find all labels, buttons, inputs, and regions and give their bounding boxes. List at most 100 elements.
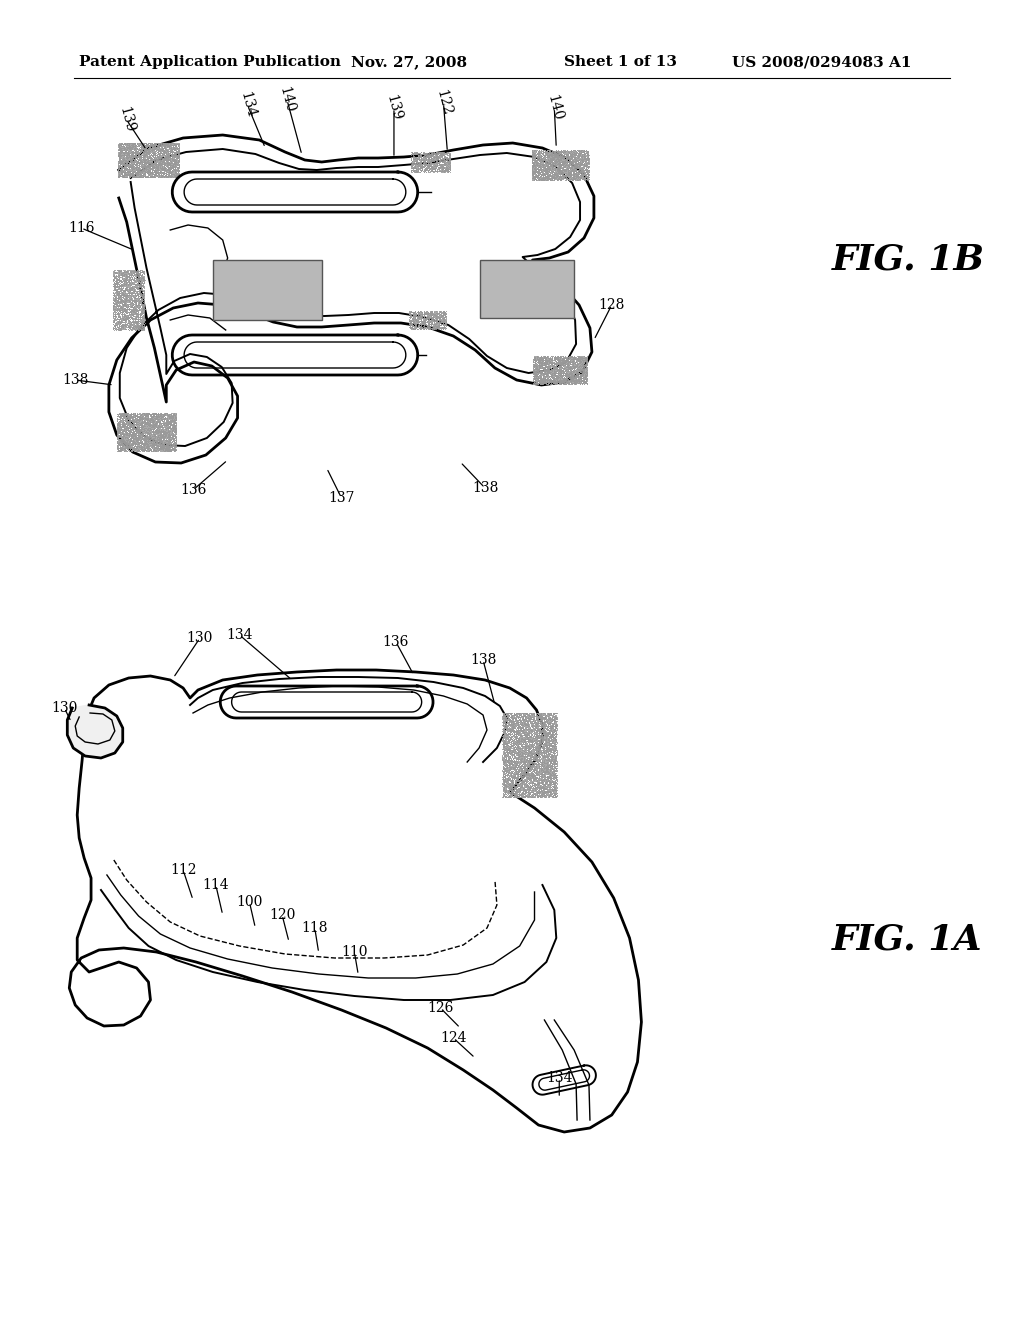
Point xyxy=(508,730,524,751)
Point xyxy=(423,156,439,177)
Point xyxy=(89,714,105,735)
Point xyxy=(509,719,525,741)
Point xyxy=(127,260,143,281)
Point xyxy=(153,434,169,455)
Point xyxy=(131,276,147,297)
Point xyxy=(506,779,522,800)
Point xyxy=(156,407,172,428)
Point xyxy=(504,781,520,803)
Point xyxy=(121,413,137,434)
Point xyxy=(136,403,153,424)
Point xyxy=(120,293,136,314)
Point xyxy=(499,775,515,796)
Point xyxy=(109,413,125,434)
Point xyxy=(547,750,563,771)
Point xyxy=(109,271,125,292)
Point xyxy=(122,315,138,337)
Point xyxy=(112,148,128,169)
Point xyxy=(515,721,531,742)
Point xyxy=(113,314,129,335)
Point xyxy=(118,422,134,444)
Point xyxy=(538,741,554,762)
Point xyxy=(124,306,140,327)
Point xyxy=(541,350,557,371)
Point xyxy=(541,359,557,380)
Point xyxy=(134,288,151,309)
Point xyxy=(132,404,148,425)
Point xyxy=(128,440,144,461)
Point xyxy=(132,272,148,293)
Point xyxy=(155,157,171,178)
Point xyxy=(511,729,527,750)
Point xyxy=(501,763,517,784)
Point xyxy=(154,132,170,153)
Point xyxy=(95,734,112,755)
Point xyxy=(410,154,426,176)
Point xyxy=(147,421,164,442)
Point xyxy=(542,158,558,180)
Point xyxy=(411,304,427,325)
Point xyxy=(556,149,572,170)
Point xyxy=(108,319,124,341)
Point xyxy=(118,436,134,457)
Point xyxy=(111,164,127,185)
Point xyxy=(546,705,562,726)
Point xyxy=(540,721,556,742)
Point xyxy=(126,433,142,454)
Point xyxy=(559,161,575,182)
Point xyxy=(147,440,164,461)
Point xyxy=(520,739,537,760)
Point xyxy=(126,282,142,304)
Point xyxy=(140,137,157,158)
Point xyxy=(550,364,566,385)
Point xyxy=(115,153,131,174)
Point xyxy=(542,781,558,803)
Point xyxy=(540,166,556,187)
Point xyxy=(129,429,145,450)
Point xyxy=(165,413,181,434)
Point xyxy=(97,729,114,750)
Point xyxy=(498,750,514,771)
Point xyxy=(535,727,551,748)
Point xyxy=(110,145,126,166)
Point xyxy=(498,731,514,752)
Point xyxy=(536,145,552,166)
Point xyxy=(530,750,547,771)
Point xyxy=(155,153,171,174)
Point xyxy=(125,405,141,426)
Point xyxy=(542,367,558,388)
Point xyxy=(132,414,148,436)
Point xyxy=(412,158,428,180)
Point xyxy=(546,743,562,764)
Point xyxy=(151,158,167,180)
Point xyxy=(164,160,180,181)
Point xyxy=(532,741,549,762)
Point xyxy=(497,704,513,725)
Point xyxy=(554,374,570,395)
Point xyxy=(530,372,547,393)
Point xyxy=(152,144,168,165)
Point xyxy=(538,738,554,759)
Point xyxy=(502,750,518,771)
Point xyxy=(548,744,564,766)
Point xyxy=(538,351,554,372)
Point xyxy=(543,748,559,770)
Point xyxy=(148,408,165,429)
Point xyxy=(547,783,563,804)
Point xyxy=(123,263,139,284)
Point xyxy=(139,152,156,173)
Point xyxy=(518,747,535,768)
Point xyxy=(113,417,129,438)
Point xyxy=(112,297,128,318)
Point xyxy=(559,355,575,376)
Point xyxy=(157,157,173,178)
Point xyxy=(134,426,151,447)
Point xyxy=(426,147,442,168)
Point xyxy=(415,313,431,334)
Point xyxy=(511,742,527,763)
Point xyxy=(497,725,513,746)
Point xyxy=(88,715,104,737)
Point xyxy=(137,156,154,177)
Point xyxy=(116,309,132,330)
Point xyxy=(541,727,557,748)
